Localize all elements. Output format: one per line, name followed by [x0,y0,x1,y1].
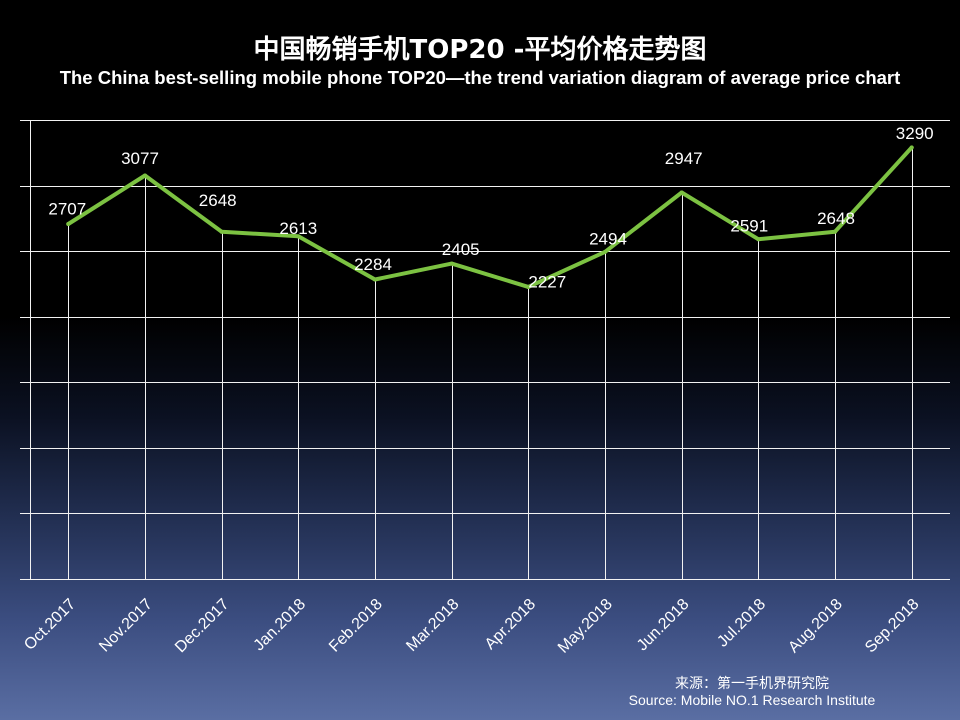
source-note: 来源：第一手机界研究院 Source: Mobile NO.1 Research… [612,675,892,709]
price-trend-line [66,145,914,289]
x-tick-label: Aug.2018 [785,596,846,657]
data-point [66,221,71,226]
data-label: 2947 [665,149,703,168]
data-label: 2284 [354,255,392,274]
x-tick-label: Apr.2018 [482,596,539,653]
data-label: 2648 [817,209,855,228]
data-label: 2227 [528,272,566,291]
x-tick-label: Sep.2018 [862,596,923,657]
data-point [449,261,454,266]
x-tick-label: Mar.2018 [403,596,462,655]
grid-layer [20,120,950,580]
x-tick-label: Jun.2018 [634,596,693,655]
data-label: 3077 [121,149,159,168]
x-tick-label: Dec.2017 [172,596,233,657]
data-point [373,277,377,282]
data-label: 2707 [48,200,86,219]
source-cn: 来源：第一手机界研究院 [675,675,829,691]
x-tick-label: May.2018 [555,596,616,657]
data-label: 2613 [279,219,317,238]
data-point [603,249,607,254]
series-layer [66,145,914,289]
data-point [679,190,684,195]
x-tick-label: Nov.2017 [96,596,156,656]
data-point [526,284,531,289]
data-points [66,145,914,289]
source-en: Source: Mobile NO.1 Research Institute [628,692,876,708]
data-point [909,145,914,150]
drop-lines [68,147,913,579]
x-tick-label: Oct.2017 [21,596,79,654]
data-label: 2648 [199,191,237,210]
data-point [833,229,837,234]
data-point [296,234,301,239]
data-label: 2494 [589,229,627,248]
x-tick-label: Feb.2018 [326,596,386,656]
x-tick-label: Jan.2018 [251,596,310,655]
data-labels: 2707 3077 2648 2613 2284 2405 2227 2494 2947 2591… [48,124,933,291]
x-tick-label: Jul.2018 [714,596,769,651]
data-point [143,173,147,178]
x-axis-tick-labels: Oct.2017 Nov.2017 Dec.2017 Jan.2018 Feb.2018… [21,596,922,657]
chart-subtitle: The China best-selling mobile phone TOP2… [59,67,901,88]
data-label: 2591 [730,217,768,236]
data-point [219,229,224,234]
data-label: 3290 [896,124,934,143]
chart-title: 中国畅销手机TOP20 -平均价格走势图 [253,35,707,65]
data-label: 2405 [442,240,480,259]
data-point [756,237,761,242]
